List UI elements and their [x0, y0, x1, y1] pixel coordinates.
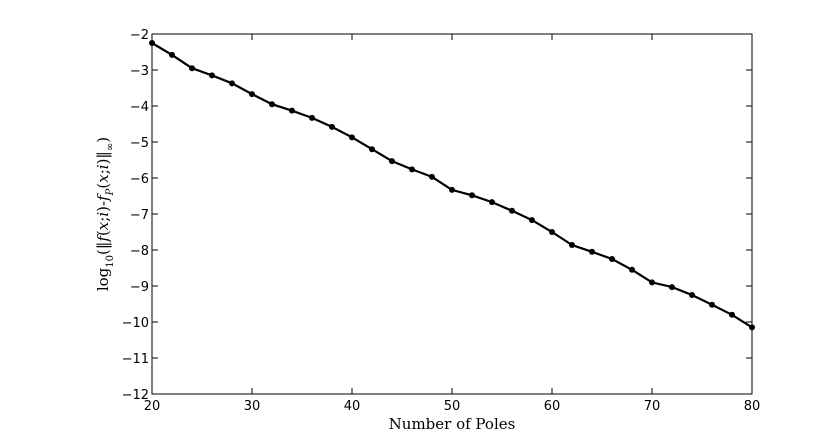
data-point: [289, 107, 295, 114]
data-point: [649, 279, 655, 286]
x-tick-label: 30: [244, 399, 261, 414]
y-tick-label: −4: [130, 100, 149, 115]
data-point: [189, 65, 195, 72]
x-tick-label: 60: [544, 399, 561, 414]
data-point: [389, 158, 395, 165]
data-point: [589, 248, 595, 255]
data-point: [149, 40, 155, 46]
data-point: [229, 80, 235, 87]
data-point: [349, 134, 355, 141]
data-point: [249, 91, 255, 98]
y-tick-label: −8: [130, 244, 149, 259]
x-axis-title: Number of Poles: [389, 415, 516, 433]
y-tick-label: −5: [130, 136, 149, 151]
data-point: [369, 146, 375, 153]
data-point: [569, 241, 575, 248]
data-point: [689, 292, 695, 298]
data-point: [449, 186, 455, 193]
x-tick-label: 50: [444, 399, 461, 414]
x-axis: 20 30 40 50 60 70 80: [144, 34, 761, 414]
y-tick-label: −6: [130, 172, 149, 187]
y-tick-label: −9: [130, 280, 149, 295]
data-point: [709, 301, 715, 308]
x-tick-label: 80: [744, 399, 761, 414]
y-tick-label: −10: [122, 316, 149, 331]
data-point: [629, 266, 635, 273]
y-tick-label: −11: [122, 352, 149, 367]
data-point: [749, 324, 755, 331]
data-point: [609, 256, 615, 262]
data-point: [529, 217, 535, 224]
x-tick-label: 20: [144, 399, 161, 414]
data-point: [509, 207, 515, 214]
data-point: [209, 72, 215, 79]
data-point: [729, 311, 735, 318]
data-point: [329, 123, 335, 130]
data-point: [429, 173, 435, 180]
y-tick-label: −12: [122, 388, 149, 403]
data-point: [469, 192, 475, 199]
y-tick-label: −7: [130, 208, 149, 223]
data-point: [669, 284, 675, 291]
y-axis-title: log10(‖f(x;i)-fP(x;i)‖∞): [94, 137, 116, 291]
y-axis: −2 −3 −4 −5 −6 −7 −8 −9 −10 −11 −12: [122, 28, 752, 403]
data-point: [549, 229, 555, 235]
data-point: [309, 114, 315, 121]
series-line: [151, 42, 753, 329]
data-point: [169, 51, 175, 58]
data-points: [149, 40, 755, 331]
data-point: [269, 101, 275, 108]
x-tick-label: 70: [644, 399, 661, 414]
data-point: [489, 199, 495, 206]
data-point: [409, 166, 415, 173]
y-tick-label: −2: [130, 28, 149, 43]
x-tick-label: 40: [344, 399, 361, 414]
y-tick-label: −3: [130, 64, 149, 79]
